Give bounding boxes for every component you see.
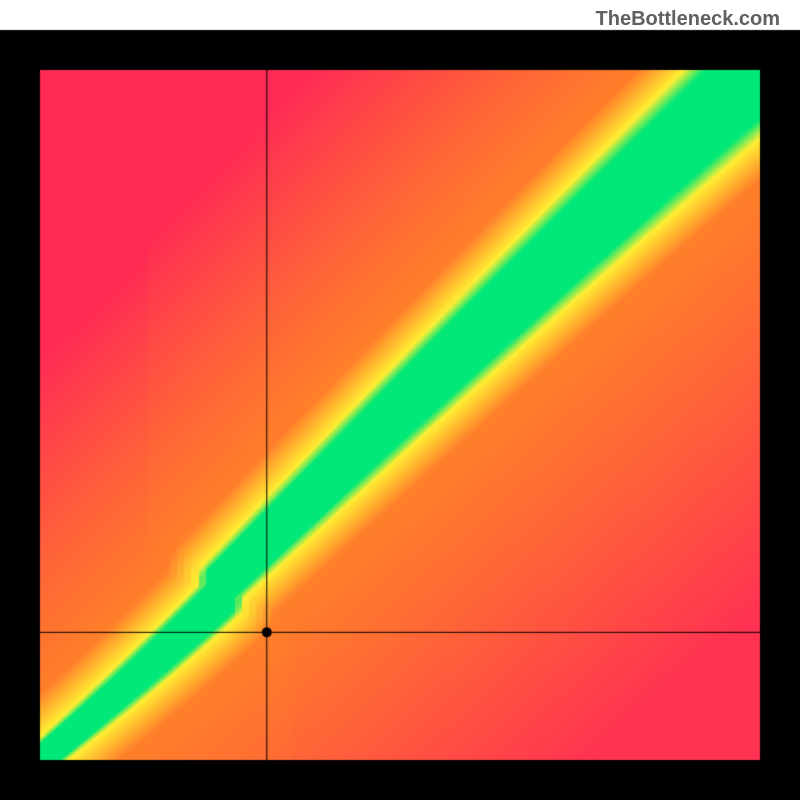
bottleneck-heatmap [0,0,800,800]
chart-container: TheBottleneck.com [0,0,800,800]
watermark-text: TheBottleneck.com [596,8,780,31]
